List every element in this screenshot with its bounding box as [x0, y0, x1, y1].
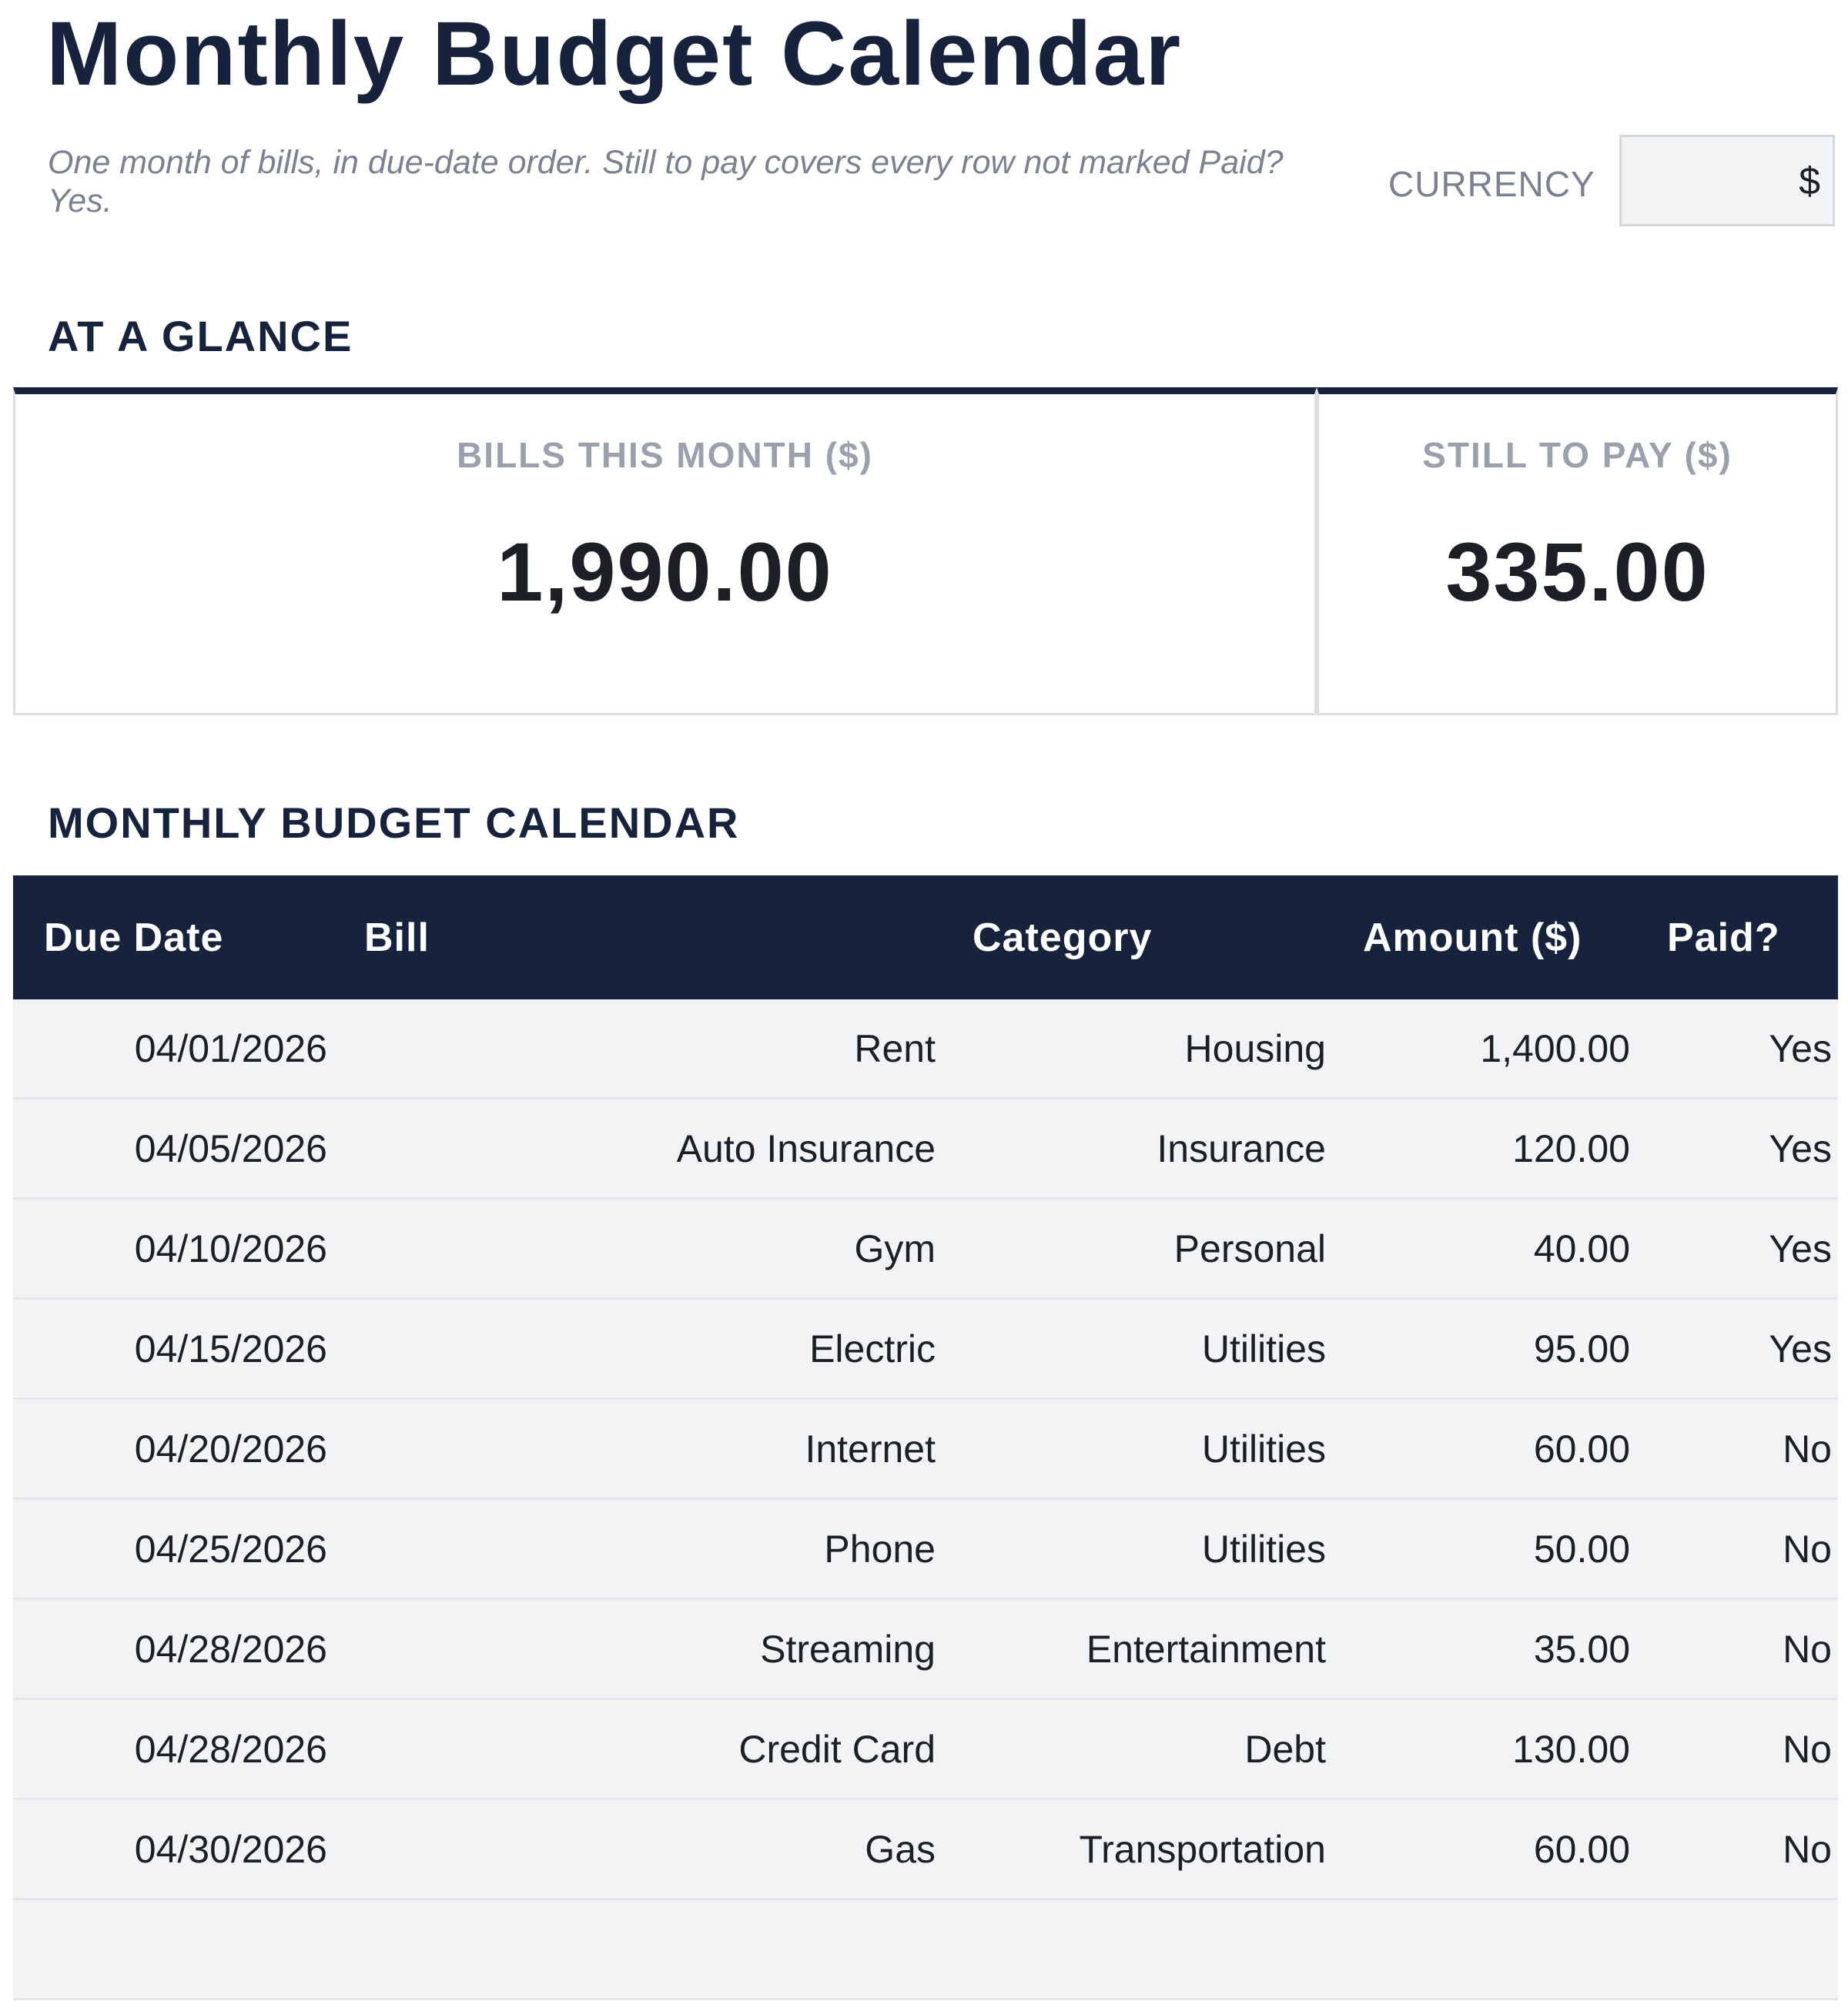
table-row: 04/01/2026 Rent Housing 1,400.00 Yes: [13, 999, 1838, 1099]
table-cell: Debt: [942, 1698, 1332, 1800]
table-cell: Electric: [333, 1298, 942, 1400]
table-row: 04/05/2026 Auto Insurance Insurance 120.00 Y…: [13, 1098, 1838, 1200]
title: Monthly Budget Calendar: [46, 3, 1183, 105]
table-cell: Phone: [333, 1498, 942, 1600]
table-cell: 40.00: [1332, 1198, 1636, 1300]
column-header: Paid?: [1636, 875, 1838, 999]
table-body: 04/01/2026 Rent Housing 1,400.00 Yes 04/05/20…: [13, 999, 1838, 2000]
table-row: 04/20/2026 Internet Utilities 60.00 No: [13, 1398, 1838, 1500]
table-cell: Internet: [333, 1398, 942, 1500]
table-row: 04/25/2026 Phone Utilities 50.00 No: [13, 1498, 1838, 1600]
table-cell: 04/28/2026: [13, 1698, 333, 1800]
table-cell: Credit Card: [333, 1698, 942, 1800]
table-row: 04/28/2026 Credit Card Debt 130.00 No: [13, 1698, 1838, 1800]
table-cell: Utilities: [942, 1498, 1332, 1600]
table-cell: No: [1636, 1698, 1838, 1800]
subtitle: One month of bills, in due-date order. S…: [48, 144, 1284, 219]
budget-table: Due Date Bill Category Amount ($) Paid? 04/0…: [13, 875, 1838, 2000]
table-cell: 04/05/2026: [13, 1098, 333, 1200]
table-cell: Yes: [1636, 999, 1838, 1099]
table-cell: No: [1636, 1598, 1838, 1700]
card-value: 335.00: [1445, 525, 1709, 618]
currency-input[interactable]: $: [1619, 135, 1835, 226]
column-header: Due Date: [13, 875, 333, 999]
empty-cell: [942, 1899, 1332, 2000]
table-cell: Yes: [1636, 1198, 1838, 1300]
table-row: 04/30/2026 Gas Transportation 60.00 No: [13, 1799, 1838, 1900]
table-cell: No: [1636, 1799, 1838, 1900]
table-row: 04/28/2026 Streaming Entertainment 35.00 No: [13, 1598, 1838, 1700]
card-label: STILL TO PAY ($): [1422, 435, 1732, 475]
table-cell: Entertainment: [942, 1598, 1332, 1700]
card-value: 1,990.00: [497, 525, 833, 618]
column-header: Amount ($): [1332, 875, 1636, 999]
table-cell: 120.00: [1332, 1098, 1636, 1200]
table-cell: 04/15/2026: [13, 1298, 333, 1400]
currency-label: CURRENCY: [1388, 164, 1595, 204]
empty-cell: [1636, 1899, 1838, 2000]
table-cell: Utilities: [942, 1298, 1332, 1400]
table-cell: Gas: [333, 1799, 942, 1900]
table-row: 04/10/2026 Gym Personal 40.00 Yes: [13, 1198, 1838, 1300]
section-heading: MONTHLY BUDGET CALENDAR: [48, 798, 740, 847]
empty-row: [13, 1899, 1838, 2000]
table-cell: 50.00: [1332, 1498, 1636, 1600]
table-cell: Streaming: [333, 1598, 942, 1700]
empty-cell: [1332, 1899, 1636, 2000]
table-cell: No: [1636, 1398, 1838, 1500]
table-cell: 60.00: [1332, 1799, 1636, 1900]
table-row: 04/15/2026 Electric Utilities 95.00 Yes: [13, 1298, 1838, 1400]
table-cell: Transportation: [942, 1799, 1332, 1900]
table-cell: 95.00: [1332, 1298, 1636, 1400]
table-cell: 04/28/2026: [13, 1598, 333, 1700]
table-cell: Personal: [942, 1198, 1332, 1300]
column-header: Bill: [333, 875, 942, 999]
table-cell: 04/20/2026: [13, 1398, 333, 1500]
table-cell: 04/10/2026: [13, 1198, 333, 1300]
header-row: Due Date Bill Category Amount ($) Paid?: [13, 875, 1838, 999]
table-cell: 60.00: [1332, 1398, 1636, 1500]
table-cell: Insurance: [942, 1098, 1332, 1200]
table-cell: No: [1636, 1498, 1838, 1600]
table-cell: Utilities: [942, 1398, 1332, 1500]
column-header: Category: [942, 875, 1332, 999]
summary-card: BILLS THIS MONTH ($) 1,990.00: [13, 387, 1317, 715]
table-cell: 130.00: [1332, 1698, 1636, 1800]
table-cell: 35.00: [1332, 1598, 1636, 1700]
empty-cell: [13, 1899, 333, 2000]
table-cell: 04/30/2026: [13, 1799, 333, 1900]
card-label: BILLS THIS MONTH ($): [457, 435, 873, 475]
table-cell: Housing: [942, 999, 1332, 1099]
summary-card: STILL TO PAY ($) 335.00: [1317, 387, 1838, 715]
table-cell: 04/25/2026: [13, 1498, 333, 1600]
table-cell: Rent: [333, 999, 942, 1099]
empty-cell: [333, 1899, 942, 2000]
table-cell: Yes: [1636, 1298, 1838, 1400]
table-cell: 1,400.00: [1332, 999, 1636, 1099]
table-cell: Yes: [1636, 1098, 1838, 1200]
section-heading: AT A GLANCE: [48, 312, 353, 360]
table-cell: Auto Insurance: [333, 1098, 942, 1200]
table-cell: 04/01/2026: [13, 999, 333, 1099]
table-cell: Gym: [333, 1198, 942, 1300]
